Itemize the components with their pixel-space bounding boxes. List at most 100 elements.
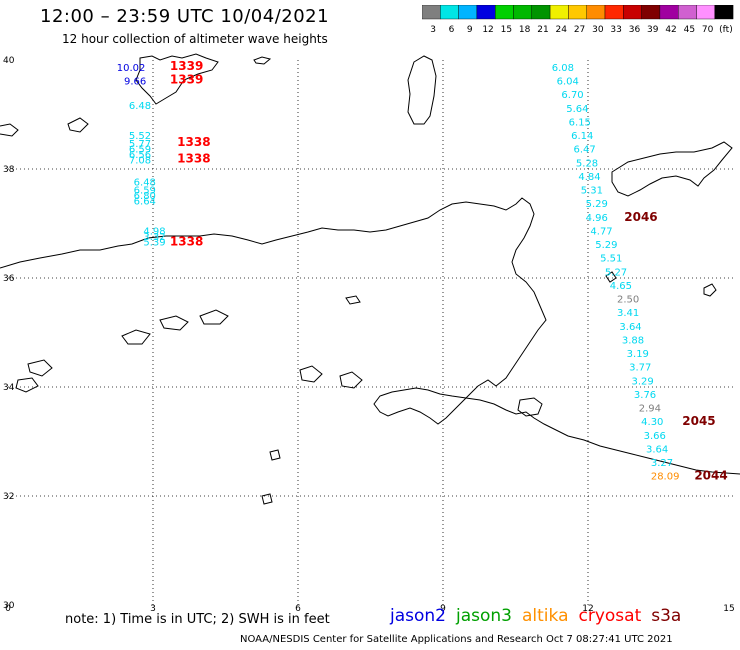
- malta: [703, 283, 717, 297]
- credit-line: NOAA/NESDIS Center for Satellite Applica…: [240, 634, 673, 645]
- wave-height-label: 3.19: [627, 349, 649, 360]
- colorbar-label: 15: [501, 25, 512, 35]
- wave-height-label: 9.66: [124, 77, 146, 88]
- satellite-legend: jason2 jason3 altika cryosat s3a: [390, 606, 691, 626]
- pass-time-label: 2045: [682, 414, 715, 428]
- wave-height-label: 5.27: [605, 267, 627, 278]
- colorbar-label: 9: [467, 25, 473, 35]
- wave-height-label: 6.59: [129, 145, 151, 156]
- wave-height-label: 6.48: [129, 101, 151, 112]
- y-tick-label: 36: [3, 274, 15, 284]
- satellite-legend-altika: altika: [522, 606, 569, 626]
- wave-height-label: 4.30: [641, 417, 663, 428]
- north-africa-coast: [0, 197, 740, 475]
- x-tick-label: 15: [723, 604, 734, 612]
- wave-height-label: 6.14: [571, 131, 593, 142]
- wave-height-label: 10.02: [117, 63, 146, 74]
- colorbar-label: 27: [574, 25, 585, 35]
- colorbar-label: 36: [629, 25, 641, 35]
- pass-time-label: 1338: [177, 151, 210, 165]
- wave-height-map: 10.029.666.485.525.776.596.567.086.486.5…: [0, 53, 740, 612]
- wave-height-label: 6.48: [134, 177, 156, 188]
- wave-height-label: 4.84: [578, 172, 600, 183]
- islet-2: [15, 377, 39, 393]
- wave-height-label: 28.09: [651, 472, 680, 483]
- x-tick-label: 6: [295, 604, 301, 612]
- wave-height-label: 3.77: [629, 363, 651, 374]
- colorbar-label: 18: [519, 25, 531, 35]
- wave-height-label: 6.04: [557, 77, 579, 88]
- wave-height-label: 3.64: [619, 322, 641, 333]
- wave-height-label: 5.29: [595, 240, 617, 251]
- sicily-coast: [611, 141, 733, 197]
- islet-3: [299, 365, 323, 383]
- wave-height-labels: 10.029.666.485.525.776.596.567.086.486.5…: [117, 63, 680, 483]
- wave-height-label: 6.15: [569, 117, 591, 128]
- colorbar-label: 12: [482, 25, 493, 35]
- y-tick-label: 32: [3, 492, 14, 502]
- wave-height-label: 4.65: [610, 281, 632, 292]
- wave-height-label: 3.29: [632, 376, 654, 387]
- wave-height-label: 2.50: [617, 295, 639, 306]
- pass-time-label: 1338: [177, 135, 210, 149]
- pass-time-label: 1338: [170, 234, 203, 248]
- pass-time-label: 1339: [170, 72, 203, 86]
- wave-height-label: 6.80: [134, 191, 156, 202]
- islet-6: [159, 315, 189, 331]
- x-tick-label: 3: [150, 604, 156, 612]
- colorbar-label: 39: [647, 25, 659, 35]
- menorca-coast: [253, 56, 272, 65]
- wave-height-label: 3.41: [617, 308, 639, 319]
- x-tick-label: 9: [440, 604, 446, 612]
- gulf-island: [517, 397, 543, 417]
- wave-height-label: 3.88: [622, 335, 644, 346]
- wave-height-label: 6.47: [574, 145, 596, 156]
- sardinia-coast: [407, 55, 437, 125]
- colorbar-label: 30: [592, 25, 604, 35]
- wave-height-label: 4.77: [590, 226, 612, 237]
- colorbar-label: 21: [537, 25, 548, 35]
- color-scale-legend: 3 6 9 12 15 18 21 24 27 30 33 36 39 42 45 70 (ft): [422, 5, 734, 35]
- ibiza-coast: [67, 117, 89, 133]
- satellite-legend-s3a: s3a: [651, 606, 682, 626]
- graticule: [8, 60, 733, 605]
- wave-height-label: 3.76: [634, 390, 656, 401]
- wave-height-label: 5.29: [586, 199, 608, 210]
- y-tick-label: 40: [3, 56, 15, 66]
- islet-7: [199, 309, 229, 325]
- wave-height-label: 6.70: [561, 90, 583, 101]
- wave-height-label: 5.31: [581, 186, 603, 197]
- y-tick-label: 34: [3, 383, 15, 393]
- x-tick-label: 0: [5, 604, 11, 612]
- pass-time-label: 2046: [624, 210, 657, 224]
- wave-height-label: 5.52: [129, 131, 151, 142]
- colorbar-swatch: [714, 5, 734, 20]
- map-subtitle: 12 hour collection of altimeter wave hei…: [62, 32, 328, 46]
- satellite-legend-jason2: jason2: [390, 606, 446, 626]
- pantelleria: [605, 271, 617, 283]
- pass-time-label: 2044: [694, 469, 727, 483]
- colorbar-label: 6: [449, 25, 455, 35]
- colorbar-label: 24: [556, 25, 568, 35]
- colorbar-label: 70: [702, 25, 714, 35]
- y-tick-label: 30: [3, 601, 15, 611]
- islet-4: [339, 371, 363, 389]
- colorbar-label: (ft): [719, 25, 733, 35]
- y-tick-label: 38: [3, 165, 15, 175]
- footnote: note: 1) Time is in UTC; 2) SWH is in fe…: [65, 612, 330, 627]
- wave-height-label: 3.32: [143, 232, 165, 243]
- colorbar-label: 3: [430, 25, 436, 35]
- wave-height-label: 3.64: [646, 444, 668, 455]
- islet-1: [27, 359, 53, 377]
- wave-height-label: 5.51: [600, 254, 622, 265]
- wave-height-label: 7.08: [129, 156, 151, 167]
- islet-9: [269, 449, 281, 461]
- colorbar-label: 45: [684, 25, 695, 35]
- satellite-legend-cryosat: cryosat: [578, 606, 642, 626]
- satellite-legend-jason3: jason3: [456, 606, 512, 626]
- wave-height-label: 6.56: [129, 150, 151, 161]
- wave-height-label: 5.77: [129, 139, 151, 150]
- spain-edge: [0, 123, 19, 137]
